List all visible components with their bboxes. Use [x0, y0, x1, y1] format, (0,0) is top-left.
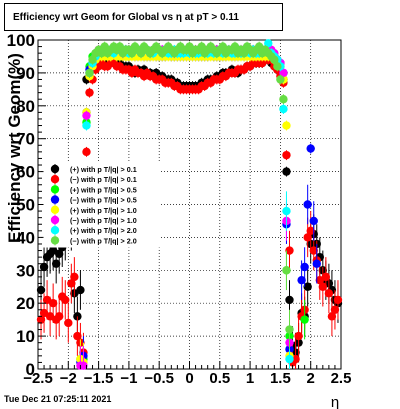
x-tick-label: 2: [307, 370, 315, 387]
x-tick-label: −1.5: [84, 370, 114, 387]
legend-label: (−) with p T/|q| > 2.0: [70, 236, 137, 245]
data-point: [85, 88, 94, 97]
data-point: [306, 226, 315, 236]
data-point: [85, 68, 94, 78]
series-1: [36, 54, 343, 369]
data-point: [297, 275, 306, 285]
data-point: [61, 295, 70, 305]
data-point: [285, 295, 294, 305]
data-point: [97, 48, 106, 58]
legend-label: (+) with p T/|q| > 0.1: [70, 165, 137, 174]
data-point: [282, 167, 291, 176]
data-point: [285, 325, 294, 334]
y-tick-label: 0: [26, 360, 35, 379]
data-point: [279, 95, 288, 104]
legend-label: (−) with p T/|q| > 0.1: [70, 175, 137, 184]
data-point: [306, 144, 315, 153]
chart-title: Efficiency wrt Geom for Global vs η at p…: [13, 12, 239, 23]
data-point: [73, 331, 82, 341]
data-point: [324, 289, 334, 298]
data-point: [55, 249, 64, 259]
x-tick-label: 1: [246, 370, 254, 387]
data-point: [67, 279, 76, 288]
data-point: [64, 318, 73, 328]
y-tick-label: 100: [7, 31, 35, 50]
data-point: [282, 266, 291, 275]
x-tick-label: −2: [60, 370, 77, 387]
data-point: [282, 121, 291, 130]
data-point: [39, 262, 49, 272]
legend-label: (+) with p T/|q| > 2.0: [70, 226, 137, 235]
data-point: [282, 206, 291, 216]
data-point: [285, 354, 294, 364]
data-point: [303, 233, 312, 242]
data-point: [303, 200, 312, 209]
x-tick-label: 0.5: [209, 370, 230, 387]
data-point: [82, 111, 91, 120]
y-tick-label: 30: [16, 261, 35, 280]
x-tick-label: 2.5: [331, 370, 352, 387]
y-tick-label: 10: [16, 327, 35, 346]
x-tick-label: −0.5: [144, 370, 174, 387]
y-tick-label: 60: [16, 163, 35, 182]
data-point: [300, 315, 309, 324]
y-tick-label: 40: [16, 228, 35, 247]
data-point: [303, 282, 312, 291]
data-point: [309, 246, 318, 255]
legend-label: (+) with p T/|q| > 0.5: [70, 185, 137, 194]
data-point: [48, 299, 58, 308]
data-point: [264, 39, 273, 48]
data-point: [327, 312, 337, 321]
data-point: [88, 55, 97, 64]
legend-box: [43, 162, 161, 248]
data-point: [79, 361, 88, 370]
data-point: [318, 282, 328, 291]
data-point: [51, 259, 61, 268]
legend-label: (+) with p T/|q| > 1.0: [70, 206, 137, 215]
data-point: [55, 312, 64, 321]
data-point: [333, 295, 343, 305]
y-tick-label: 90: [16, 64, 35, 83]
y-tick-label: 20: [16, 294, 35, 313]
data-point: [300, 262, 309, 272]
data-point: [294, 331, 303, 341]
data-point: [279, 68, 288, 78]
x-tick-label: −1: [120, 370, 137, 387]
x-tick-label: 1.5: [270, 370, 291, 387]
x-tick-label: −2.5: [23, 370, 53, 387]
data-point: [82, 147, 91, 157]
data-point: [276, 75, 285, 84]
data-point: [70, 272, 79, 282]
data-point: [330, 305, 340, 314]
y-axis-label: Efficiency wrt Geom(%): [5, 53, 24, 243]
data-point: [76, 285, 85, 295]
data-point: [279, 104, 288, 114]
y-tick-label: 80: [16, 97, 35, 116]
data-point: [312, 259, 321, 268]
y-tick-label: 50: [16, 196, 35, 215]
data-point: [82, 121, 91, 130]
data-point: [273, 62, 282, 71]
x-axis-label: η: [331, 394, 339, 409]
data-point: [285, 246, 294, 255]
y-tick-label: 70: [16, 130, 35, 149]
data-point: [36, 315, 46, 324]
data-point: [321, 272, 331, 282]
datestamp: Tue Dec 21 07:25:11 2021: [4, 394, 112, 404]
title-box: Efficiency wrt Geom for Global vs η at p…: [4, 3, 283, 31]
legend-label: (−) with p T/|q| > 1.0: [70, 216, 137, 225]
series-7: [85, 41, 294, 350]
data-point: [309, 216, 318, 226]
legend-label: (−) with p T/|q| > 0.5: [70, 196, 137, 205]
data-point: [282, 150, 291, 160]
data-point: [270, 55, 279, 64]
x-tick-label: 0: [185, 370, 193, 387]
